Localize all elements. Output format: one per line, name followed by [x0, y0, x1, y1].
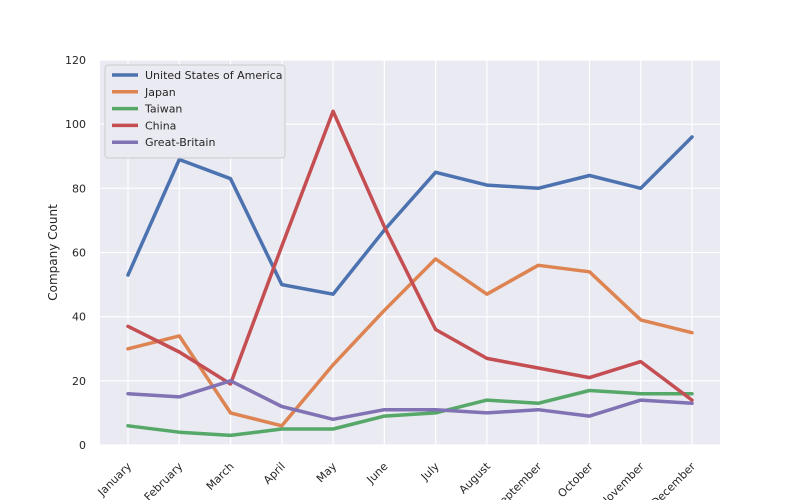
y-tick-label: 100: [65, 118, 86, 131]
x-tick-label: January: [95, 460, 135, 500]
x-axis: January February March April May June July Augu…: [95, 459, 699, 500]
x-tick-label: July: [418, 460, 442, 484]
y-axis: 0 20 40 60 80 100 120: [65, 54, 86, 452]
x-tick-label: June: [364, 460, 391, 487]
x-tick-label: September: [492, 460, 545, 500]
series-line-united-states-of-america: [126, 135, 694, 296]
y-axis-label: Company Count: [46, 204, 60, 301]
legend-label-japan: Japan: [144, 86, 176, 99]
x-tick-label: December: [649, 460, 699, 500]
series-line-china: [126, 109, 694, 402]
y-tick-label: 120: [65, 54, 86, 67]
series-lines: [126, 109, 694, 438]
x-tick-label: February: [142, 460, 186, 500]
legend-label-china: China: [145, 119, 176, 132]
legend: United States of America Japan Taiwan China…: [104, 64, 286, 159]
x-tick-label: August: [457, 459, 494, 496]
series-line-great-britain: [126, 379, 694, 422]
x-tick-label: April: [261, 460, 288, 487]
x-tick-label: March: [204, 460, 237, 493]
y-tick-label: 40: [72, 311, 86, 324]
x-tick-label: November: [597, 460, 647, 500]
legend-label-taiwan: Taiwan: [144, 103, 182, 116]
series-line-japan: [126, 257, 694, 428]
x-tick-label: October: [555, 460, 596, 500]
y-tick-label: 0: [79, 439, 86, 452]
x-tick-label: May: [314, 460, 340, 486]
y-tick-label: 60: [72, 247, 86, 260]
legend-label-united-states-of-america: United States of America: [145, 69, 282, 82]
y-tick-label: 20: [72, 375, 86, 388]
series-line-taiwan: [126, 388, 694, 438]
y-tick-label: 80: [72, 182, 86, 195]
legend-box: [104, 64, 286, 159]
legend-label-great-britain: Great-Britain: [145, 136, 215, 149]
